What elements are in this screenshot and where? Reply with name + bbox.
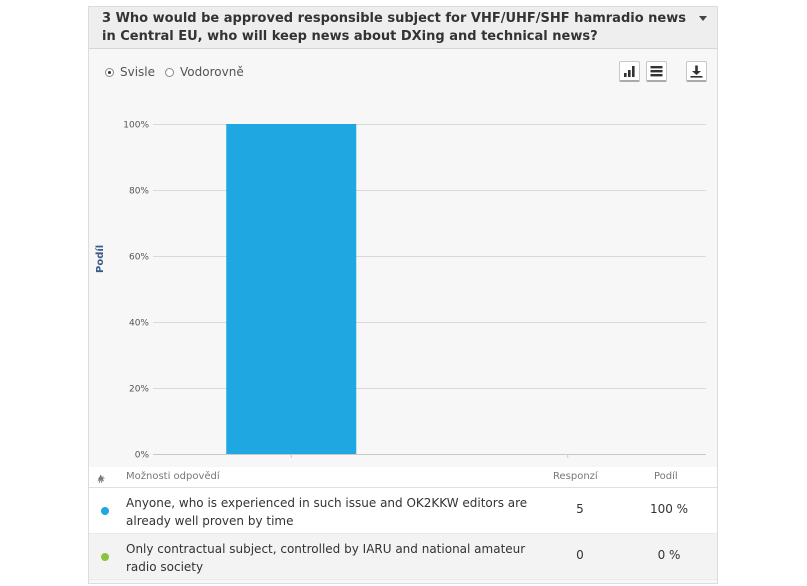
radio-vertical[interactable]	[105, 67, 114, 77]
radio-horizontal[interactable]	[165, 67, 175, 77]
series-color-dot	[101, 507, 109, 515]
question-header[interactable]: 3 Who would be approved responsible subj…	[89, 7, 717, 49]
y-tick-label: 0%	[135, 451, 150, 461]
answer-text: Only contractual subject, controlled by …	[126, 542, 526, 574]
y-tick-label: 40%	[129, 319, 149, 329]
y-tick-label: 100%	[123, 121, 149, 131]
series-color-dot	[101, 553, 109, 561]
col-answer-header: Možnosti odpovědí	[126, 471, 220, 482]
y-tick-label: 60%	[129, 253, 149, 263]
y-axis-title: Podíl	[95, 244, 106, 273]
col-share-header: Podíl	[654, 471, 678, 482]
chevron-down-icon[interactable]	[699, 16, 707, 21]
col-index-header[interactable]: # ▲	[97, 473, 106, 486]
response-count: 0	[576, 548, 584, 562]
table-row: Only contractual subject, controlled by …	[89, 534, 717, 580]
y-tick-label: 80%	[129, 187, 149, 197]
response-share: 100 %	[649, 502, 689, 516]
table-icon	[650, 66, 663, 77]
question-title: 3 Who would be approved responsible subj…	[102, 11, 686, 44]
response-share: 0 %	[657, 548, 681, 562]
y-tick-label: 20%	[129, 385, 149, 395]
question-panel: 3 Who would be approved responsible subj…	[88, 6, 718, 584]
bar-chart: 0% 20% 40% 60% 80% 100%	[123, 121, 706, 461]
radio-vertical-label[interactable]: Svisle	[120, 65, 156, 79]
table-view-button[interactable]	[646, 61, 667, 82]
download-button[interactable]	[686, 61, 707, 82]
radio-horizontal-label[interactable]: Vodorovně	[180, 65, 244, 79]
table-header: # ▲ Možnosti odpovědí Responzí Podíl	[89, 467, 717, 488]
bar-chart-icon	[624, 66, 635, 77]
results-table: # ▲ Možnosti odpovědí Responzí Podíl Anyo…	[89, 467, 717, 580]
col-responses-header: Responzí	[553, 471, 598, 482]
bar[interactable]	[226, 124, 357, 454]
table-row: Anyone, who is experienced in such issue…	[89, 488, 717, 534]
chart-view-button[interactable]	[619, 61, 640, 82]
sort-up-icon: ▲	[98, 473, 104, 481]
download-icon	[690, 65, 703, 78]
answer-text: Anyone, who is experienced in such issue…	[126, 496, 528, 528]
orientation-toggle: Svisle Vodorovně	[105, 65, 254, 79]
response-count: 5	[576, 502, 584, 516]
